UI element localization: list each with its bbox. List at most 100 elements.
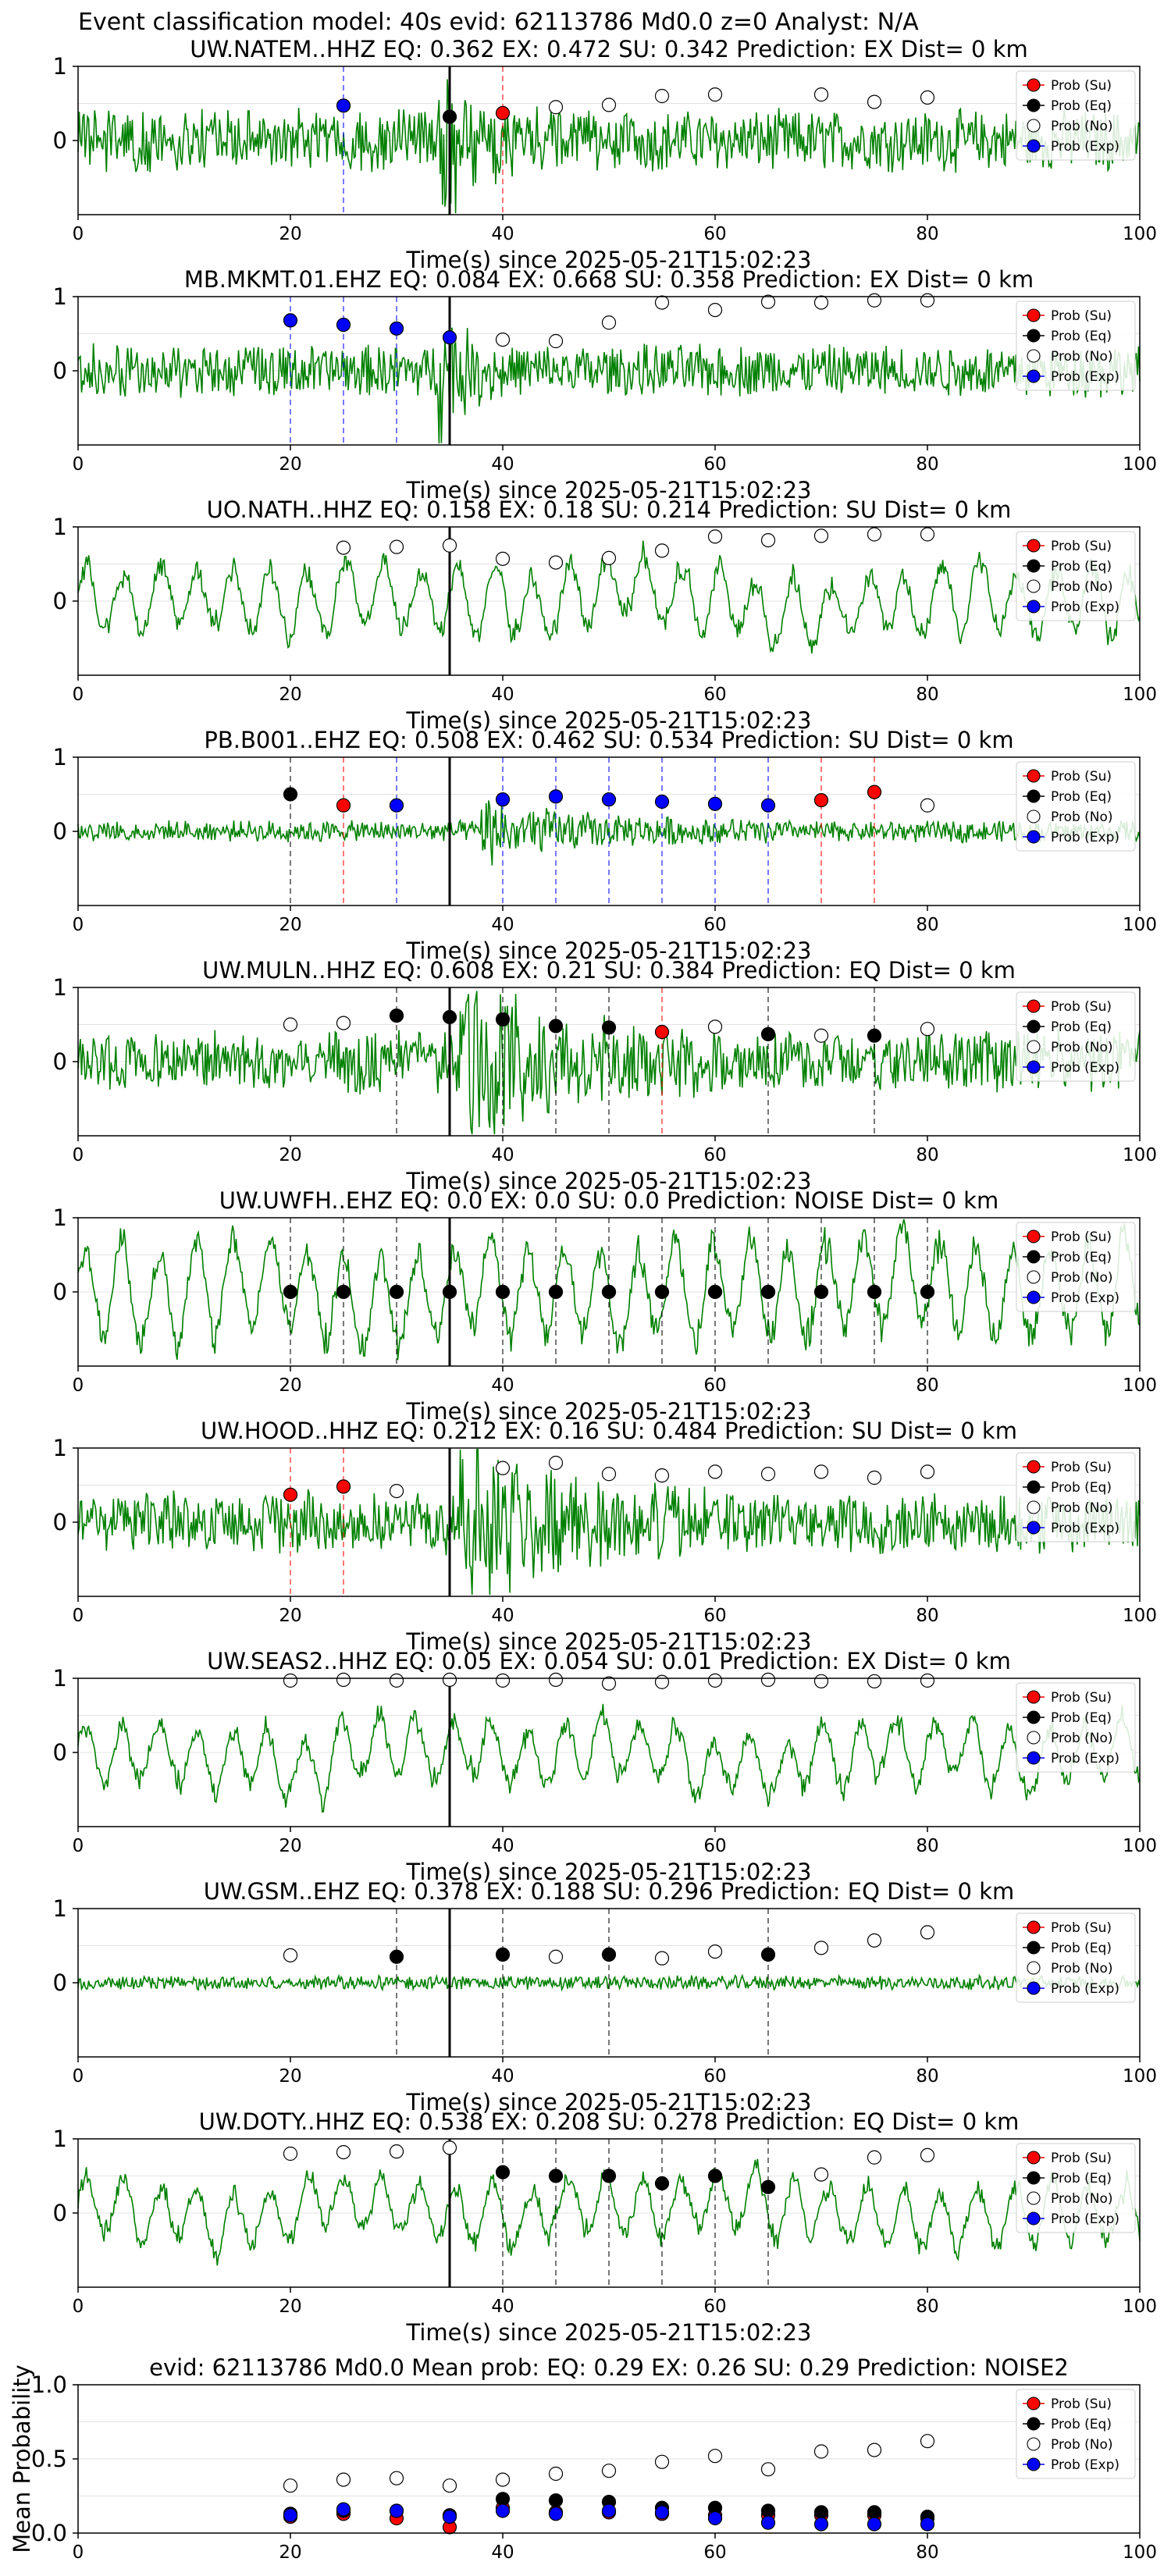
panel-9: UW.GSM..EHZ EQ: 0.378 EX: 0.188 SU: 0.29… xyxy=(53,1878,1157,2115)
x-tick-label: 0 xyxy=(73,2066,84,2087)
x-tick-label: 0 xyxy=(73,2297,84,2317)
x-tick-label: 40 xyxy=(491,454,514,475)
x-tick-label: 20 xyxy=(279,1145,301,1165)
prob-marker-noise xyxy=(601,1467,617,1482)
prob-marker-noise xyxy=(601,98,617,112)
legend-label: Prob (Su) xyxy=(1051,1229,1112,1245)
panel-3: UO.NATH..HHZ EQ: 0.158 EX: 0.18 SU: 0.21… xyxy=(53,496,1157,734)
x-tick-label: 80 xyxy=(916,1375,938,1396)
x-tick-label: 80 xyxy=(916,2542,938,2563)
x-tick-label: 80 xyxy=(916,1606,938,1626)
prob-marker-eq xyxy=(601,1947,617,1962)
legend-label: Prob (Exp) xyxy=(1051,1060,1119,1076)
mean-prob-marker-exp xyxy=(707,2510,723,2526)
legend-marker-noise xyxy=(1027,579,1041,593)
prob-marker-noise xyxy=(495,333,511,347)
legend: Prob (Su) Prob (Eq) Prob (No) Prob (Exp) xyxy=(1016,1912,1136,2003)
legend-marker-noise xyxy=(1027,1731,1041,1745)
waveform-trace xyxy=(77,79,1141,214)
prob-marker-noise xyxy=(601,315,617,330)
x-tick-label: 100 xyxy=(1123,224,1157,244)
x-tick-label: 60 xyxy=(703,454,726,475)
x-axis-label: Time(s) since 2025-05-21T15:02:23 xyxy=(406,1628,812,1655)
x-tick-label: 80 xyxy=(916,454,938,475)
x-tick-label: 100 xyxy=(1123,915,1157,935)
legend-label: Prob (Exp) xyxy=(1051,2457,1119,2473)
legend-box xyxy=(1016,531,1136,621)
x-tick-label: 80 xyxy=(916,915,938,935)
x-axis-label: Time(s) since 2025-05-21T15:02:23 xyxy=(406,938,812,964)
panel-4: PB.B001..EHZ EQ: 0.508 EX: 0.462 SU: 0.5… xyxy=(53,727,1157,964)
legend-label: Prob (Eq) xyxy=(1051,1941,1112,1956)
y-tick-label: 1 xyxy=(53,2126,67,2152)
prob-marker-noise xyxy=(867,1933,882,1948)
legend-marker-eq xyxy=(1027,789,1041,803)
panel-title: UW.NATEM..HHZ EQ: 0.362 EX: 0.472 SU: 0.… xyxy=(190,36,1027,62)
mean-prob-marker-eq xyxy=(495,2492,511,2507)
legend-label: Prob (Su) xyxy=(1051,1920,1112,1936)
prob-marker-eq xyxy=(813,1284,829,1300)
legend-box xyxy=(1016,1912,1136,2003)
legend-label: Prob (No) xyxy=(1051,1731,1113,1746)
prob-marker-noise xyxy=(548,1455,564,1471)
prob-marker-noise xyxy=(867,527,882,542)
x-tick-label: 0 xyxy=(73,224,84,244)
legend-marker-exp xyxy=(1027,139,1041,153)
prob-marker-eq xyxy=(760,1947,776,1962)
legend-label: Prob (Exp) xyxy=(1051,139,1119,155)
prob-marker-exp xyxy=(654,794,670,809)
legend-marker-su xyxy=(1027,769,1041,783)
prob-marker-noise xyxy=(707,1019,723,1034)
legend-marker-noise xyxy=(1027,1270,1041,1284)
legend-marker-eq xyxy=(1027,559,1041,573)
prob-marker-noise xyxy=(813,528,829,543)
legend-marker-noise xyxy=(1027,349,1041,363)
prob-marker-noise xyxy=(389,2144,404,2159)
prob-marker-noise xyxy=(920,293,935,308)
mean-prob-marker-eq xyxy=(867,2505,882,2520)
x-tick-label: 60 xyxy=(703,1145,726,1165)
panel-title: UW.DOTY..HHZ EQ: 0.538 EX: 0.208 SU: 0.2… xyxy=(199,2108,1020,2135)
panel-8: UW.SEAS2..HHZ EQ: 0.05 EX: 0.054 SU: 0.0… xyxy=(53,1648,1157,1885)
prob-marker-eq xyxy=(601,1284,617,1300)
panel-title: UO.NATH..HHZ EQ: 0.158 EX: 0.18 SU: 0.21… xyxy=(207,496,1012,523)
prob-marker-noise xyxy=(707,303,723,318)
legend-label: Prob (Eq) xyxy=(1051,2171,1112,2186)
legend-box xyxy=(1016,991,1136,1082)
x-tick-label: 80 xyxy=(916,1836,938,1856)
x-tick-label: 100 xyxy=(1123,1606,1157,1626)
legend-label: Prob (No) xyxy=(1051,809,1113,825)
x-axis-label: Time(s) since 2025-05-21T15:02:23 xyxy=(406,1168,812,1194)
legend-marker-eq xyxy=(1027,1941,1041,1955)
y-tick-label: 1 xyxy=(53,514,67,540)
legend-label: Prob (No) xyxy=(1051,2437,1113,2453)
x-axis-label: Time(s) since 2025-05-21T15:02:23 xyxy=(406,2089,812,2115)
y-tick-label: 1 xyxy=(53,1204,67,1231)
mean-prob-marker-noise xyxy=(920,2434,935,2449)
prob-marker-noise xyxy=(813,1028,829,1043)
prob-marker-noise xyxy=(813,2167,829,2182)
legend-box xyxy=(1016,761,1136,852)
prob-marker-noise xyxy=(867,2150,882,2165)
legend-label: Prob (Eq) xyxy=(1051,789,1112,805)
prob-marker-exp xyxy=(389,321,404,336)
prob-marker-noise xyxy=(760,1672,776,1687)
x-tick-label: 80 xyxy=(916,2066,938,2087)
x-axis-label: Time(s) since 2025-05-21T15:02:23 xyxy=(406,477,812,503)
y-tick-label: 1 xyxy=(53,744,67,770)
x-tick-label: 20 xyxy=(279,1375,301,1396)
prob-marker-noise xyxy=(707,1673,723,1688)
prob-marker-eq xyxy=(442,1284,457,1300)
legend-marker-noise xyxy=(1027,1961,1041,1975)
prob-marker-eq xyxy=(495,2165,511,2179)
legend-marker-eq xyxy=(1027,1019,1041,1034)
prob-marker-noise xyxy=(920,1673,935,1688)
panel-title: MB.MKMT.01.EHZ EQ: 0.084 EX: 0.668 SU: 0… xyxy=(184,266,1034,293)
prob-marker-exp xyxy=(760,798,776,813)
mean-prob-marker-noise xyxy=(548,2466,564,2482)
legend-marker-su xyxy=(1027,2396,1041,2411)
y-tick-label: 0 xyxy=(53,1048,67,1075)
legend-label: Prob (No) xyxy=(1051,1270,1113,1286)
legend-label: Prob (Su) xyxy=(1051,769,1112,785)
